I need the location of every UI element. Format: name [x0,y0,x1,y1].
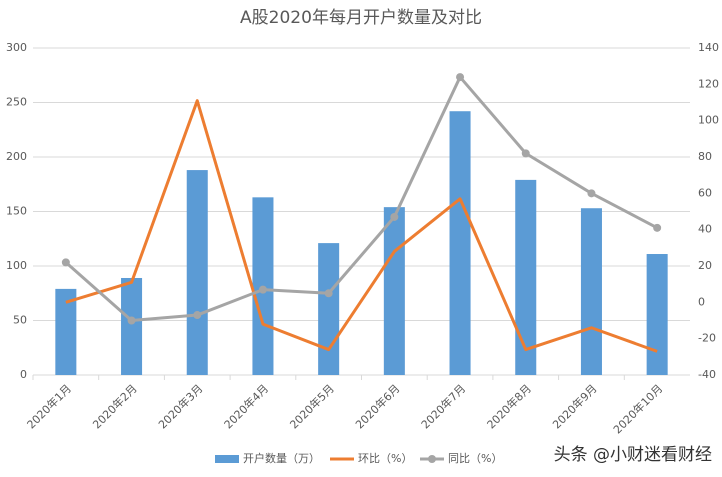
marker [127,316,136,325]
y-tick-label: 250 [6,96,27,109]
y2-tick-label: 80 [698,150,712,163]
legend-marker [428,455,436,463]
y2-tick-label: -20 [698,332,716,345]
y2-tick-label: 140 [698,41,719,54]
y2-tick-label: 100 [698,114,719,127]
y2-tick-label: 120 [698,77,719,90]
legend-label: 环比（%） [358,452,412,465]
y-tick-label: 300 [6,41,27,54]
x-tick-label: 2020年3月 [155,381,205,431]
x-tick-label: 2020年2月 [90,381,140,431]
marker [61,258,70,267]
bar [318,243,340,375]
y-tick-label: 100 [6,259,27,272]
x-tick-label: 2020年7月 [418,381,468,431]
bar [646,254,668,375]
y-tick-label: 0 [20,368,27,381]
bar [383,207,405,375]
bar [580,208,602,375]
y2-tick-label: -40 [698,368,716,381]
y2-tick-label: 20 [698,259,712,272]
x-tick-label: 2020年5月 [287,381,337,431]
bar [121,277,143,375]
y-tick-label: 200 [6,150,27,163]
x-tick-label: 2020年1月 [24,381,74,431]
watermark: 头条 @小财迷看财经 [554,445,712,465]
y-tick-label: 50 [13,314,27,327]
y2-tick-label: 0 [698,295,705,308]
bar [186,170,208,375]
legend-label: 同比（%） [448,452,502,465]
marker [587,189,596,198]
marker [653,223,662,232]
marker [390,212,399,221]
legend-label: 开户数量（万） [243,451,320,465]
chart-title: A股2020年每月开户数量及对比 [240,8,482,28]
marker [193,311,202,320]
x-tick-label: 2020年9月 [549,381,599,431]
y-tick-label: 150 [6,205,27,218]
x-tick-label: 2020年8月 [484,381,534,431]
marker [456,73,465,82]
bar [449,111,471,375]
marker [258,285,267,294]
x-tick-label: 2020年10月 [610,381,665,436]
x-tick-label: 2020年4月 [221,381,271,431]
marker [521,149,530,158]
marker [324,289,333,298]
y2-tick-label: 40 [698,223,712,236]
line [65,99,658,353]
bar [515,179,537,375]
y2-tick-label: 60 [698,186,712,199]
x-tick-label: 2020年6月 [352,381,402,431]
legend-swatch [215,455,239,463]
bar [55,288,77,375]
line [64,75,658,322]
